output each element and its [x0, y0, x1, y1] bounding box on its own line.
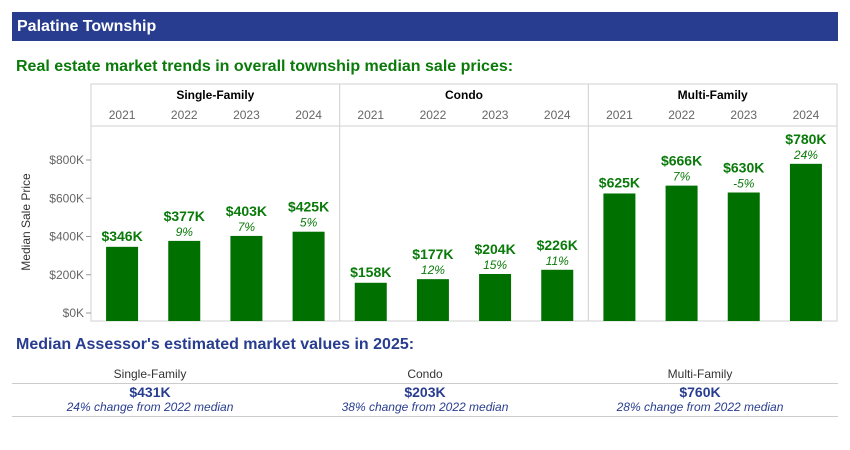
- x-tick-label: 2023: [730, 108, 757, 122]
- y-tick-label: $0K: [63, 306, 84, 320]
- assessor-section-title: Median Assessor's estimated market value…: [16, 336, 415, 353]
- bar-change-label: 9%: [176, 225, 194, 239]
- plot-frame: [90, 83, 838, 322]
- assessor-value: $203K: [404, 384, 446, 400]
- bar-value-label: $403K: [226, 203, 267, 219]
- assessor-value: $760K: [679, 384, 721, 400]
- bar: [292, 231, 325, 321]
- assessor-label: Single-Family: [12, 366, 288, 384]
- bar-value-label: $377K: [164, 208, 205, 224]
- bar: [541, 269, 574, 321]
- bar: [354, 282, 387, 321]
- bar: [416, 279, 449, 321]
- bar-change-label: -5%: [733, 177, 755, 191]
- x-tick-label: 2023: [482, 108, 509, 122]
- y-tick-label: $200K: [49, 268, 84, 282]
- bar: [230, 235, 263, 321]
- x-tick-label: 2021: [357, 108, 384, 122]
- bar-value-label: $346K: [101, 228, 142, 244]
- x-tick-label: 2024: [295, 108, 322, 122]
- x-tick-label: 2022: [668, 108, 695, 122]
- bar-value-label: $204K: [474, 241, 515, 257]
- bar-change-label: 24%: [793, 148, 818, 162]
- median-sale-price-chart: Median Sale Price $0K $200K $400K $600K $800K…: [19, 83, 838, 322]
- assessor-label: Condo: [287, 366, 563, 384]
- bar-change-label: 7%: [673, 170, 691, 184]
- y-tick-label: $800K: [49, 153, 84, 167]
- y-axis-label: Median Sale Price: [19, 173, 33, 271]
- bar-change-label: 7%: [238, 220, 256, 234]
- bar-change-label: 5%: [300, 216, 318, 230]
- x-tick-label: 2021: [606, 108, 633, 122]
- bar: [603, 193, 636, 321]
- bar: [665, 185, 698, 321]
- assessor-item-condo: Condo $203K 38% change from 2022 median: [287, 366, 563, 417]
- bar: [106, 246, 139, 321]
- township-title: Palatine Township: [17, 18, 157, 35]
- chart-subtitle: Real estate market trends in overall tow…: [16, 58, 514, 75]
- x-tick-label: 2023: [233, 108, 260, 122]
- assessor-value: $431K: [129, 384, 171, 400]
- panel-title: Condo: [445, 88, 483, 102]
- bar: [168, 240, 201, 321]
- bar-value-label: $666K: [661, 153, 702, 169]
- bar-value-label: $625K: [599, 174, 640, 190]
- bar-value-label: $158K: [350, 264, 391, 280]
- x-tick-label: 2024: [544, 108, 571, 122]
- panel-title: Single-Family: [176, 88, 254, 102]
- x-tick-label: 2022: [171, 108, 198, 122]
- bar-value-label: $780K: [785, 131, 826, 147]
- assessor-item-multi-family: Multi-Family $760K 28% change from 2022 …: [562, 366, 838, 417]
- bar: [479, 273, 512, 321]
- bar-change-label: 11%: [546, 254, 569, 268]
- assessor-label: Multi-Family: [562, 366, 838, 384]
- assessor-item-single-family: Single-Family $431K 24% change from 2022…: [12, 366, 288, 417]
- assessor-change: 24% change from 2022 median: [12, 400, 288, 417]
- bar-change-label: 12%: [421, 263, 445, 277]
- panel-title: Multi-Family: [678, 88, 748, 102]
- x-tick-label: 2022: [420, 108, 447, 122]
- x-tick-label: 2024: [793, 108, 820, 122]
- bar-value-label: $630K: [723, 160, 764, 176]
- bar-value-label: $177K: [412, 246, 453, 262]
- assessor-change: 38% change from 2022 median: [287, 400, 563, 417]
- x-tick-label: 2021: [109, 108, 136, 122]
- assessor-change: 28% change from 2022 median: [562, 400, 838, 417]
- bar-value-label: $226K: [537, 237, 578, 253]
- y-tick-label: $600K: [49, 191, 84, 205]
- bar-change-label: 15%: [483, 258, 507, 272]
- y-tick-label: $400K: [49, 230, 84, 244]
- township-header: Palatine Township: [12, 12, 838, 41]
- bar-value-label: $425K: [288, 199, 329, 215]
- bar: [727, 192, 760, 321]
- bar: [789, 163, 822, 321]
